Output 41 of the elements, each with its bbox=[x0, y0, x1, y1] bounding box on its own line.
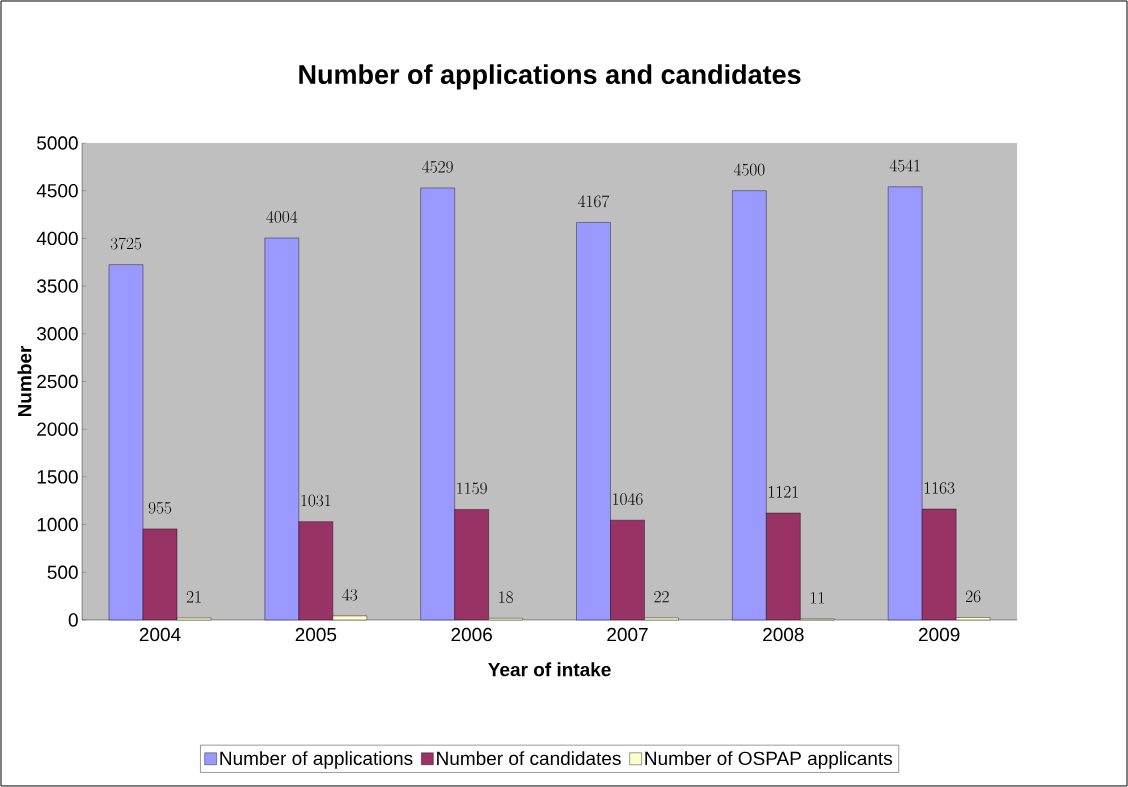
y-tick-label: 1500 bbox=[37, 470, 78, 484]
x-tick-label: 2009 bbox=[918, 627, 960, 642]
data-label: 26 bbox=[965, 590, 981, 603]
data-label: 18 bbox=[499, 591, 513, 604]
y-tick-label: 3500 bbox=[37, 279, 78, 293]
x-tick-label: 2004 bbox=[139, 627, 181, 642]
x-tick-label: 2008 bbox=[763, 627, 804, 642]
legend-label: Number of applications bbox=[220, 751, 413, 769]
data-label: 4004 bbox=[266, 210, 298, 223]
x-tick-label: 2005 bbox=[295, 627, 337, 642]
data-label: 21 bbox=[186, 591, 201, 603]
data-label: 1163 bbox=[924, 482, 955, 494]
legend-label: Number of candidates bbox=[437, 751, 621, 766]
y-tick-label: 1000 bbox=[37, 517, 78, 532]
x-axis-title: Year of intake bbox=[488, 662, 611, 677]
y-tick-label: 2500 bbox=[37, 374, 78, 389]
y-tick-label: 0 bbox=[68, 613, 78, 627]
data-label: 4500 bbox=[733, 163, 765, 176]
y-tick-label: 4500 bbox=[36, 183, 78, 198]
data-label: 43 bbox=[342, 588, 358, 601]
data-label: 1159 bbox=[457, 482, 487, 495]
y-tick-label: 3000 bbox=[37, 327, 78, 341]
data-label: 1121 bbox=[768, 486, 798, 498]
data-label: 3725 bbox=[110, 237, 142, 250]
chart-title: Number of applications and candidates bbox=[299, 64, 801, 90]
data-label: 11 bbox=[810, 591, 824, 604]
data-label: 4167 bbox=[578, 195, 610, 208]
y-tick-label: 500 bbox=[47, 565, 78, 580]
y-tick-label: 4000 bbox=[36, 231, 78, 246]
y-axis-title: Number bbox=[17, 345, 32, 417]
data-label: 22 bbox=[654, 590, 669, 603]
y-tick-label: 2000 bbox=[37, 422, 78, 436]
data-label: 1046 bbox=[613, 493, 643, 505]
data-label: 1031 bbox=[301, 494, 331, 507]
data-label: 955 bbox=[148, 501, 172, 514]
x-tick-label: 2007 bbox=[607, 627, 648, 642]
y-tick-label: 5000 bbox=[37, 136, 78, 150]
legend-label: Number of OSPAP applicants bbox=[645, 751, 892, 769]
x-tick-label: 2006 bbox=[451, 627, 492, 642]
data-label: 4529 bbox=[422, 160, 453, 173]
data-label: 4541 bbox=[889, 159, 920, 172]
